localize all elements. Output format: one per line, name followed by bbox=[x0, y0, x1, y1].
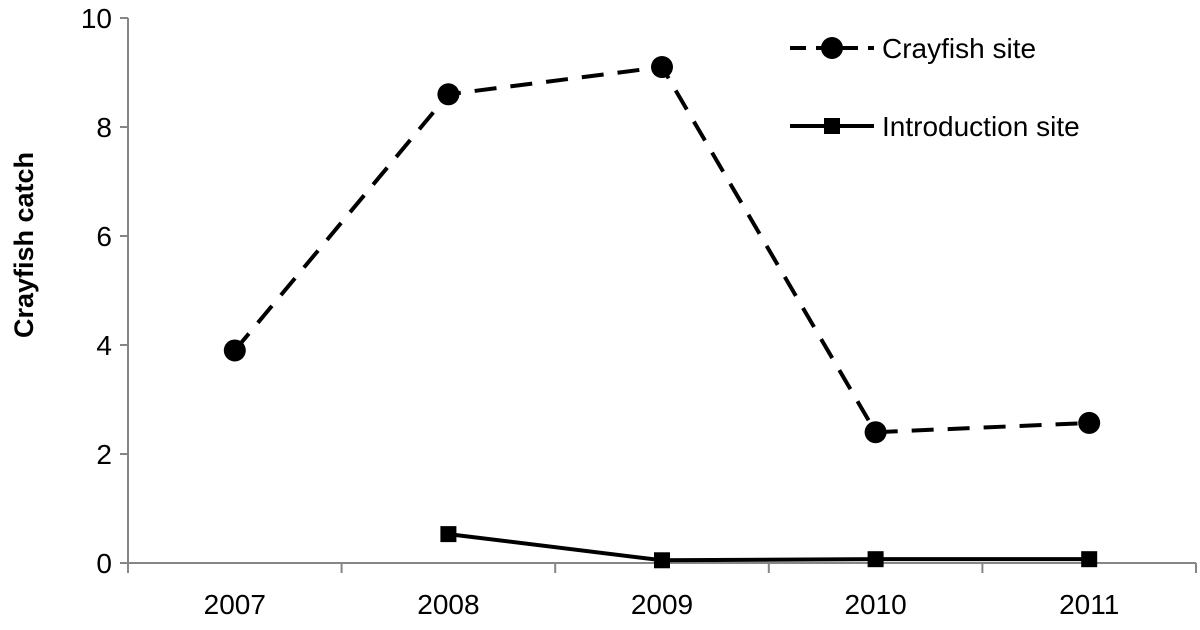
data-point-square bbox=[1081, 551, 1098, 568]
series-layer bbox=[223, 56, 1101, 569]
series-1 bbox=[440, 526, 1098, 569]
y-axis-title: Crayfish catch bbox=[9, 152, 39, 338]
legend-label: Crayfish site bbox=[882, 33, 1036, 64]
x-tick-label: 2010 bbox=[844, 589, 906, 620]
data-point-square bbox=[654, 552, 670, 569]
series-line bbox=[448, 532, 1090, 563]
data-point-square bbox=[867, 551, 884, 568]
axes bbox=[127, 18, 1196, 564]
y-tick-label: 4 bbox=[96, 330, 112, 361]
y-tick-label: 10 bbox=[81, 3, 112, 34]
y-tick-label: 6 bbox=[96, 221, 112, 252]
legend-item: Crayfish site bbox=[790, 33, 1036, 64]
legend-marker-square bbox=[824, 118, 840, 134]
legend-label: Introduction site bbox=[882, 111, 1080, 142]
x-tick-label: 2007 bbox=[204, 589, 266, 620]
y-tick-label: 2 bbox=[96, 439, 112, 470]
x-tick-label: 2008 bbox=[417, 589, 479, 620]
data-point-circle bbox=[864, 421, 887, 444]
x-tick-label: 2009 bbox=[631, 589, 693, 620]
y-tick-label: 8 bbox=[96, 112, 112, 143]
legend-marker-circle bbox=[821, 37, 843, 59]
data-point-circle bbox=[437, 83, 460, 106]
data-point-circle bbox=[223, 339, 246, 362]
data-point-circle bbox=[1078, 411, 1101, 434]
data-point-square bbox=[440, 526, 457, 543]
series-0 bbox=[223, 56, 1101, 444]
data-point-circle bbox=[651, 56, 673, 79]
legend-item: Introduction site bbox=[790, 111, 1080, 142]
x-ticks: 2007 2008 2009 2010 2011 bbox=[127, 563, 1197, 620]
x-tick-label: 2011 bbox=[1059, 589, 1119, 620]
legend: Crayfish site Introduction site bbox=[790, 33, 1080, 142]
y-tick-label: 0 bbox=[96, 548, 112, 579]
y-ticks: 0 2 4 6 8 10 bbox=[81, 3, 128, 579]
